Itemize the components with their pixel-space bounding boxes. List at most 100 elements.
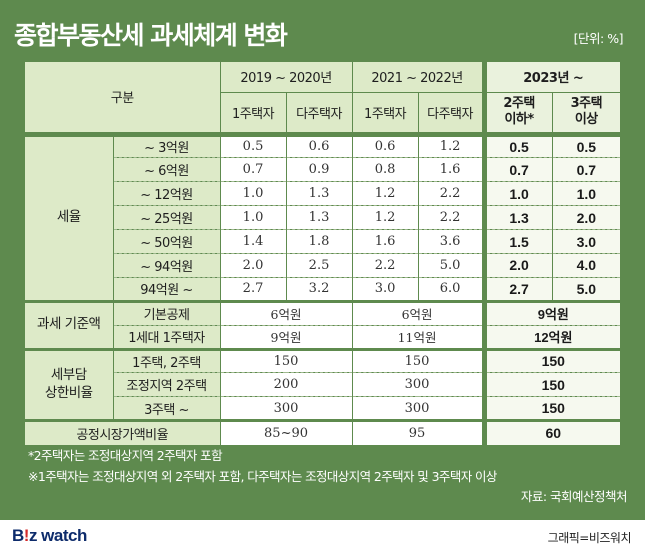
rate-value: 5.0 (417, 253, 485, 278)
rate-value: 1.5 (481, 229, 553, 254)
cap-value: 150 (481, 396, 621, 421)
rate-bracket: ~ 3억원 (112, 131, 221, 159)
rate-value: 1.8 (285, 229, 353, 254)
rate-value: 2.2 (351, 253, 419, 278)
sub-header: 1주택자 (351, 92, 419, 134)
rate-value: 3.6 (417, 229, 485, 254)
corner-header: 구분 (25, 62, 221, 134)
rate-value: 2.2 (417, 181, 485, 207)
cap-value: 300 (351, 396, 485, 421)
rate-value: 2.7 (219, 277, 287, 302)
rate-value: 1.2 (351, 205, 419, 231)
rate-value: 1.6 (351, 229, 419, 254)
rate-bracket: 94억원 ~ (112, 277, 221, 302)
bizwatch-logo: B!z watch (12, 526, 87, 545)
fmv-label: 공정시장가액비율 (25, 419, 221, 445)
source-note: 자료: 국회예산정책처 (520, 489, 628, 504)
cap-type: 3주택 ~ (112, 396, 221, 421)
deduction-value: 12억원 (481, 325, 621, 350)
deduction-section: 과세 기준액 기본공제 6억원 6억원 9억원 1세대 1주택자 9억원 11억원 12억원 (25, 299, 621, 350)
rate-value: 0.6 (285, 131, 353, 159)
period-header-1: 2019 ~ 2020년 (219, 62, 353, 93)
rate-value: 0.5 (551, 131, 621, 159)
rate-value: 1.0 (481, 181, 553, 207)
fmv-row: 공정시장가액비율 85~90 95 60 (25, 419, 621, 445)
rate-value: 2.2 (417, 205, 485, 231)
rate-value: 0.6 (351, 131, 419, 159)
cap-type: 1주택, 2주택 (112, 347, 221, 374)
deduction-value: 9억원 (481, 299, 621, 326)
rate-value: 2.0 (551, 205, 621, 231)
cap-row: 조정지역 2주택 200 300 150 (25, 372, 621, 398)
rate-value: 1.6 (417, 157, 485, 183)
tax-table: 구분 2019 ~ 2020년 2021 ~ 2022년 2023년 ~ 1주택… (25, 62, 621, 445)
cap-row: 3주택 ~300 300 150 (25, 396, 621, 421)
cap-value: 300 (351, 372, 485, 398)
rate-value: 6.0 (417, 277, 485, 302)
rate-row: ~ 94억원 2.0 2.5 2.2 5.0 2.0 4.0 (25, 253, 621, 278)
rate-value: 2.7 (481, 277, 553, 302)
rate-value: 3.0 (551, 229, 621, 254)
rate-value: 0.5 (481, 131, 553, 159)
rate-value: 0.7 (481, 157, 553, 183)
rate-value: 1.0 (219, 181, 287, 207)
deduction-row: 1세대 1주택자 9억원 11억원 12억원 (25, 325, 621, 350)
rate-bracket: ~ 94억원 (112, 253, 221, 278)
cap-type: 조정지역 2주택 (112, 372, 221, 398)
cap-value: 150 (481, 347, 621, 374)
rate-value: 5.0 (551, 277, 621, 302)
deduction-value: 6억원 (219, 299, 353, 326)
sub-header: 3주택 이상 (551, 92, 621, 134)
rate-value: 2.5 (285, 253, 353, 278)
rate-row: 94억원 ~2.7 3.2 3.0 6.0 2.7 5.0 (25, 277, 621, 302)
deduction-type: 기본공제 (112, 299, 221, 326)
rate-value: 4.0 (551, 253, 621, 278)
rate-value: 1.2 (417, 131, 485, 159)
cap-label: 세부담 상한비율 (25, 347, 113, 421)
cap-value: 300 (219, 396, 353, 421)
fmv-value: 85~90 (219, 419, 353, 445)
sub-header: 다주택자 (285, 92, 353, 134)
rate-row: 세율 ~ 3억원 0.5 0.6 0.6 1.2 0.5 0.5 (25, 131, 621, 302)
rate-bracket: ~ 6억원 (112, 157, 221, 183)
rate-value: 1.2 (351, 181, 419, 207)
rate-value: 0.7 (551, 157, 621, 183)
footnote: *2주택자는 조정대상지역 2주택자 포함 (28, 448, 223, 463)
rate-bracket: ~ 50억원 (112, 229, 221, 254)
rate-value: 1.0 (219, 205, 287, 231)
deduction-label: 과세 기준액 (25, 299, 113, 350)
fmv-section: 공정시장가액비율 85~90 95 60 (25, 419, 621, 445)
footnotes: *2주택자는 조정대상지역 2주택자 포함 ※1주택자는 조정대상지역 외 2주… (28, 445, 497, 487)
rate-value: 2.0 (481, 253, 553, 278)
period-header-3: 2023년 ~ (481, 62, 621, 93)
graphic-credit: 그래픽=비즈워치 (547, 531, 632, 545)
footer-bar: B!z watch 그래픽=비즈워치 (0, 520, 645, 553)
rate-value: 3.2 (285, 277, 353, 302)
deduction-value: 9억원 (219, 325, 353, 350)
cap-value: 150 (219, 347, 353, 374)
rate-value: 0.8 (351, 157, 419, 183)
rate-value: 1.0 (551, 181, 621, 207)
cap-value: 150 (481, 372, 621, 398)
rate-value: 1.4 (219, 229, 287, 254)
rate-value: 0.9 (285, 157, 353, 183)
sub-header: 2주택 이하* (481, 92, 553, 134)
cap-row: 세부담 상한비율 1주택, 2주택 150 150 150 (25, 347, 621, 421)
rate-section: 세율 ~ 3억원 0.5 0.6 0.6 1.2 0.5 0.5 ~ 6억원 0.7 0.9 0.8 1… (25, 131, 621, 302)
rate-row: ~ 25억원 1.0 1.3 1.2 2.2 1.3 2.0 (25, 205, 621, 231)
rate-value: 1.3 (481, 205, 553, 231)
sub-header: 1주택자 (219, 92, 287, 134)
unit-label: [단위: %] (573, 31, 624, 46)
rate-bracket: ~ 12억원 (112, 181, 221, 207)
deduction-type: 1세대 1주택자 (112, 325, 221, 350)
rate-row: ~ 12억원 1.0 1.3 1.2 2.2 1.0 1.0 (25, 181, 621, 207)
cap-value: 150 (351, 347, 485, 374)
cap-value: 200 (219, 372, 353, 398)
rate-bracket: ~ 25억원 (112, 205, 221, 231)
sub-header: 다주택자 (417, 92, 485, 134)
period-header-2: 2021 ~ 2022년 (351, 62, 485, 93)
page-title: 종합부동산세 과세체계 변화 (14, 21, 288, 50)
rate-value: 3.0 (351, 277, 419, 302)
rate-row: ~ 6억원 0.7 0.9 0.8 1.6 0.7 0.7 (25, 157, 621, 183)
cap-section: 세부담 상한비율 1주택, 2주택 150 150 150 조정지역 2주택 200 300 1… (25, 347, 621, 421)
